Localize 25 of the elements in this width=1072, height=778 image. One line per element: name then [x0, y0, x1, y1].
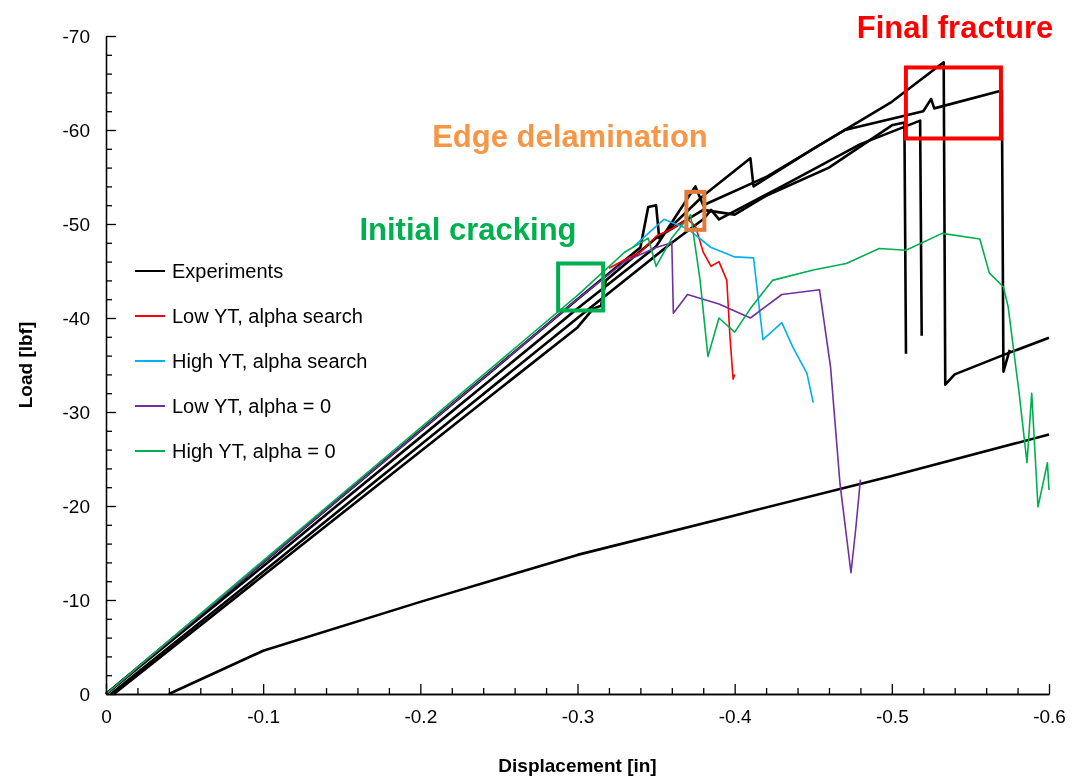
x-tick-label: -0.1	[247, 706, 281, 728]
x-tick-label: -0.4	[718, 706, 752, 728]
y-tick-label: -40	[62, 307, 90, 329]
y-axis-title: Load [lbf]	[15, 321, 36, 409]
annotation: Edge delamination	[432, 119, 708, 154]
x-tick-label: 0	[101, 706, 112, 728]
x-tick-label: -0.3	[561, 706, 595, 728]
legend-label: Low YT, alpha search	[172, 305, 363, 327]
legend-label: High YT, alpha search	[172, 350, 368, 372]
y-tick-label: -50	[62, 213, 90, 235]
y-tick-label: -20	[62, 495, 90, 517]
legend-label: Low YT, alpha = 0	[172, 395, 332, 417]
x-tick-label: -0.5	[875, 706, 909, 728]
y-tick-label: -70	[62, 25, 90, 47]
annotation: Initial cracking	[359, 212, 577, 247]
legend-label: High YT, alpha = 0	[172, 440, 336, 462]
y-tick-label: 0	[79, 683, 90, 705]
y-tick-label: -30	[62, 401, 90, 423]
annotation: Final fracture	[856, 10, 1054, 45]
x-tick-label: -0.6	[1033, 706, 1066, 728]
x-tick-label: -0.2	[404, 706, 438, 728]
y-tick-label: -60	[62, 119, 90, 141]
y-tick-label: -10	[62, 589, 90, 611]
x-axis-title: Displacement [in]	[498, 755, 657, 776]
legend-label: Experiments	[172, 260, 284, 282]
